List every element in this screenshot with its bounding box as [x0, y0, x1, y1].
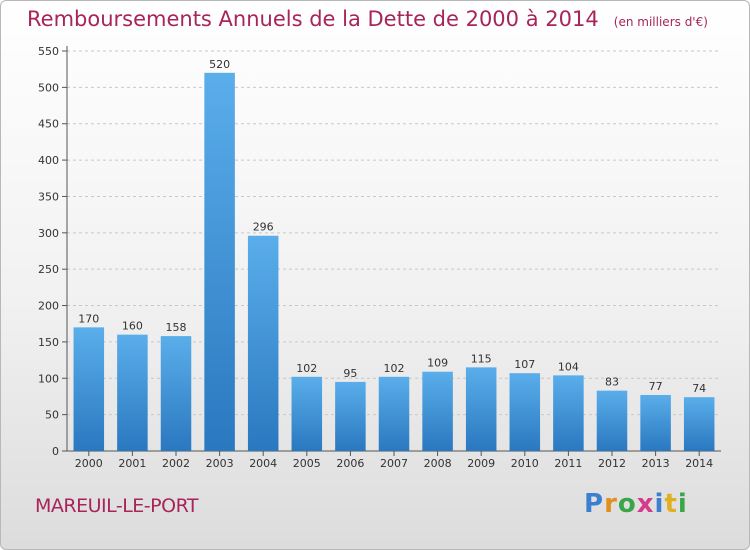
x-tick-label: 2013: [642, 457, 670, 470]
x-tick-label: 2002: [162, 457, 190, 470]
logo-letter: P: [584, 489, 605, 519]
logo-letter: x: [636, 489, 655, 519]
bar-value-label: 102: [384, 362, 405, 375]
bar-value-label: 160: [122, 320, 143, 333]
bar: [291, 376, 323, 451]
y-tick-label: 450: [38, 118, 59, 131]
x-tick-label: 2011: [554, 457, 582, 470]
bar-value-label: 296: [253, 221, 274, 234]
bar-value-label: 102: [296, 362, 317, 375]
y-tick-label: 350: [38, 190, 59, 203]
y-tick-label: 50: [45, 409, 59, 422]
chart-title: Remboursements Annuels de la Dette de 20…: [27, 7, 599, 31]
bar-value-label: 95: [343, 367, 357, 380]
y-tick-label: 550: [38, 45, 59, 58]
bar-value-label: 109: [427, 357, 448, 370]
bar: [465, 367, 497, 451]
bar-value-label: 115: [471, 352, 492, 365]
bar: [553, 375, 584, 451]
bar: [640, 395, 671, 451]
x-tick-label: 2006: [336, 457, 364, 470]
y-tick-label: 400: [38, 154, 59, 167]
bar-value-label: 83: [605, 376, 619, 389]
bar-value-label: 77: [649, 380, 663, 393]
y-tick-label: 300: [38, 227, 59, 240]
chart-subtitle: (en milliers d'€): [613, 15, 708, 29]
bar: [422, 371, 453, 451]
x-tick-label: 2012: [598, 457, 626, 470]
bar: [73, 327, 105, 451]
x-tick-label: 2000: [75, 457, 103, 470]
bar: [160, 336, 192, 451]
bar: [596, 390, 628, 451]
y-tick-label: 100: [38, 372, 59, 385]
bar: [509, 373, 541, 451]
bar: [247, 235, 279, 451]
bar-value-label: 170: [78, 312, 99, 325]
y-tick-label: 500: [38, 81, 59, 94]
bar-value-label: 104: [558, 360, 579, 373]
y-tick-label: 150: [38, 336, 59, 349]
y-tick-label: 0: [52, 445, 59, 458]
logo-letter: r: [604, 489, 618, 519]
y-tick-label: 200: [38, 300, 59, 313]
bar: [335, 381, 366, 451]
x-tick-label: 2008: [424, 457, 452, 470]
x-tick-label: 2001: [118, 457, 146, 470]
bar-value-label: 520: [209, 58, 230, 71]
y-tick-label: 250: [38, 263, 59, 276]
bar: [378, 376, 410, 451]
bar-value-label: 107: [514, 358, 535, 371]
x-tick-label: 2014: [685, 457, 713, 470]
chart-header: Remboursements Annuels de la Dette de 20…: [27, 7, 708, 31]
x-tick-label: 2005: [293, 457, 321, 470]
x-tick-label: 2004: [249, 457, 277, 470]
proxiti-logo: Proxiti: [584, 489, 688, 519]
bar-value-label: 74: [692, 382, 706, 395]
bar-value-label: 158: [166, 321, 187, 334]
commune-name: MAREUIL-LE-PORT: [35, 495, 199, 517]
x-tick-label: 2009: [467, 457, 495, 470]
logo-letter: i: [677, 489, 688, 519]
bar: [683, 397, 715, 451]
logo-letter: o: [617, 489, 637, 519]
bars: [73, 72, 715, 452]
bar: [204, 72, 235, 452]
x-tick-label: 2003: [206, 457, 234, 470]
bar: [117, 334, 148, 451]
logo-letter: i: [654, 489, 665, 519]
logo-letter: t: [664, 489, 678, 519]
x-tick-label: 2007: [380, 457, 408, 470]
x-tick-label: 2010: [511, 457, 539, 470]
labels: 0 50 100 150 200 250 300 350 400 450 500 550 170 2000…: [38, 45, 713, 470]
